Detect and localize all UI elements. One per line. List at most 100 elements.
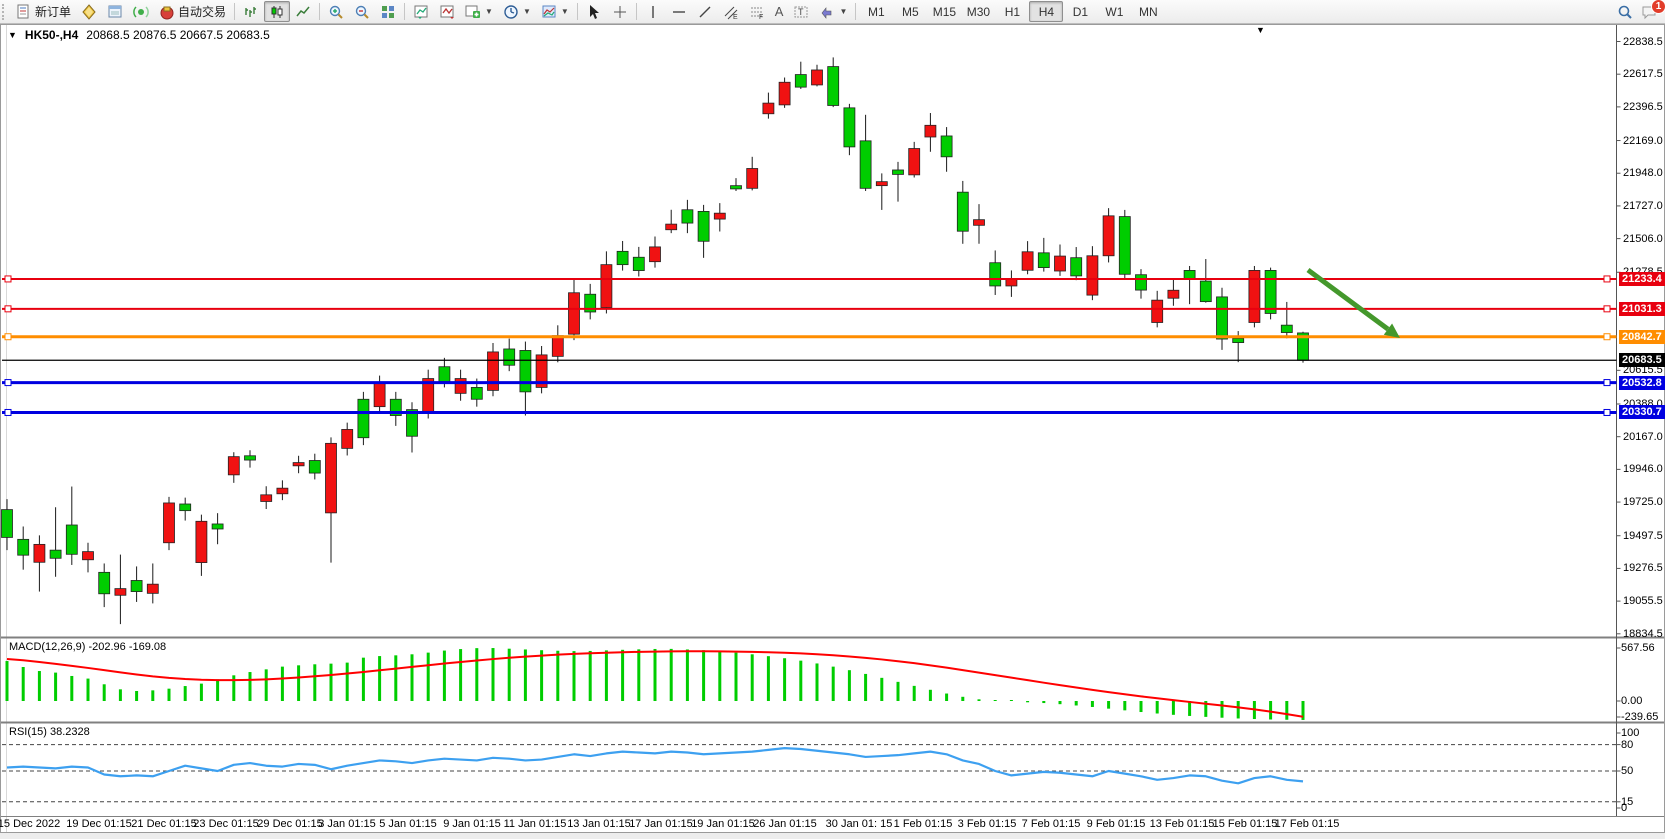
candle-body [341,429,354,449]
channel-tool-button[interactable]: E [718,1,744,22]
timeframe-button-W1[interactable]: W1 [1105,4,1124,19]
hline-handle[interactable] [4,275,12,283]
date-label: 21 Dec 01:15 [131,818,197,830]
candlestick-chart-button[interactable] [264,1,291,22]
market-watch-button[interactable] [76,1,102,22]
timeframe-button-MN[interactable]: MN [1139,4,1158,19]
hline-tool-button[interactable] [666,1,692,22]
candle-body [616,250,629,266]
hline-handle[interactable] [1603,333,1611,341]
timeframe-button-H4[interactable]: H4 [1029,1,1064,22]
timeframes-menu-button[interactable]: ▼ [498,1,536,22]
toolbar-grip[interactable] [2,3,9,20]
hline-handle[interactable] [4,408,12,416]
trend-arrow-head[interactable] [1383,323,1400,338]
templates-button[interactable]: ▼ [536,1,574,22]
price-tick-label: 21506.0 [1623,232,1663,245]
candle-body [1086,255,1099,296]
hline-handle[interactable] [4,333,12,341]
date-label: 17 Feb 01:15 [1274,818,1340,830]
crosshair-tool-button[interactable] [607,1,633,22]
candle-body [1280,324,1293,333]
date-label: 3 Feb 01:15 [957,818,1017,830]
candle-body [1232,337,1245,344]
date-label: 5 Jan 01:15 [379,818,437,830]
candle-body [519,350,532,393]
timeframe-button-M1[interactable]: M1 [868,4,885,19]
ohlc-values: 20868.5 20876.5 20667.5 20683.5 [86,28,270,42]
date-label: 23 Dec 01:15 [193,818,259,830]
timeframe-button-M5[interactable]: M5 [902,4,919,19]
trendline-tool-button[interactable] [692,1,718,22]
text-tool-button[interactable]: A [770,1,789,22]
hline-handle[interactable] [1603,408,1611,416]
date-label: 19 Jan 01:15 [691,818,755,830]
candle-body [762,102,775,115]
vline-tool-button[interactable] [640,1,666,22]
collapse-arrow-icon[interactable]: ▼ [8,30,17,40]
candle-body [179,503,192,512]
notifications-button[interactable]: 1 [1641,0,1665,20]
price-tick-label: 21727.0 [1623,199,1663,212]
candle-body [665,223,678,231]
candle-body [406,409,418,437]
dropdown-caret: ▼ [839,7,848,16]
candle-body [1216,296,1228,340]
hline-handle[interactable] [1603,275,1611,283]
trend-arrow[interactable] [1306,267,1390,332]
price-tick-label: 22838.5 [1623,35,1663,48]
candle-body [892,169,904,175]
hline-handle[interactable] [4,379,12,387]
zoom-in-icon [328,4,344,20]
fibonacci-tool-button[interactable]: F [744,1,770,22]
add-indicator-button[interactable]: ▼ [460,1,498,22]
hline-handle[interactable] [4,305,12,313]
zoom-in-button[interactable] [323,1,349,22]
search-icon[interactable] [1617,4,1633,20]
timeframe-button-M15[interactable]: M15 [932,4,957,19]
cursor-tool-button[interactable] [581,1,607,22]
date-label: 17 Jan 01:15 [629,818,693,830]
bar-chart-button[interactable] [238,1,264,22]
indicator-list-button[interactable] [434,1,460,22]
zoom-out-icon [354,4,370,20]
candle-body [227,456,240,476]
candle-body [600,264,613,308]
signals-button[interactable] [128,1,154,22]
rsi-axis-label: 15 [1621,795,1634,808]
hline-handle[interactable] [1603,379,1611,387]
candle-body [389,398,402,416]
shapes-tool-button[interactable]: ▼ [814,1,852,22]
chart-dropdown-arrow-icon[interactable]: ▼ [1256,25,1265,35]
data-window-button[interactable] [102,1,128,22]
rsi-axis-label: 100 [1621,727,1640,739]
indicator-window-icon [413,4,429,20]
candle-body [730,185,742,190]
trendline-icon [697,4,713,20]
candle-body [1264,270,1277,314]
timeframe-button-H1[interactable]: H1 [1004,4,1021,19]
price-tick-label: 21948.0 [1623,167,1663,180]
line-chart-button[interactable] [290,1,316,22]
label-tool-button[interactable]: T [788,1,814,22]
date-label: 15 Feb 01:15 [1212,818,1278,830]
hline-handle[interactable] [1603,305,1611,313]
tile-windows-button[interactable] [375,1,401,22]
new-order-button[interactable]: 新订单 [11,1,76,22]
auto-trading-button[interactable]: 自动交易 [154,1,231,22]
toolbar-separator [234,3,236,20]
candle-body [551,335,564,357]
date-label: 29 Dec 01:15 [257,818,323,830]
candle-body [49,549,62,559]
notification-badge: 1 [1651,0,1665,14]
indicator-window-button[interactable] [408,1,434,22]
timeframe-button-D1[interactable]: D1 [1072,4,1089,19]
rsi-axis-label: 50 [1621,765,1634,777]
candle-body [973,219,985,226]
zoom-out-button[interactable] [349,1,375,22]
candle-body [713,212,726,220]
timeframe-button-M30[interactable]: M30 [966,4,991,19]
candle-body [827,66,840,106]
